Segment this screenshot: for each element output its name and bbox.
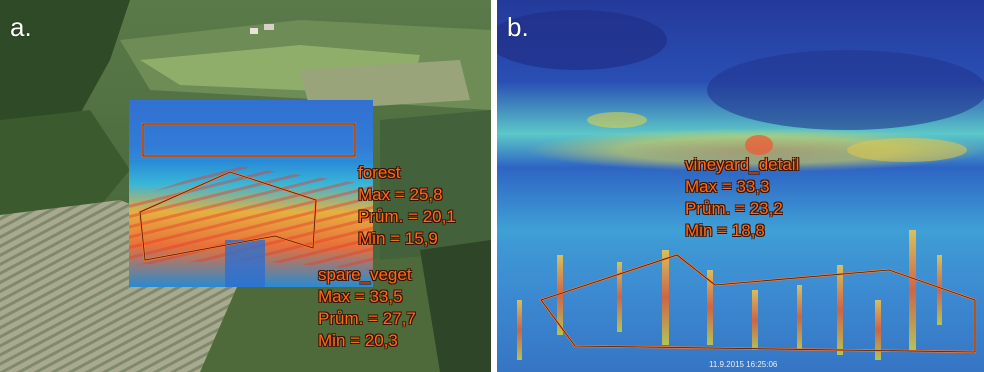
panel-b-scene [497,0,984,372]
spare-veget-annotation: spare_veget Max = 33,5 Prům. = 27,7 Min … [318,264,416,352]
forest-max: Max = 25,8 [358,185,443,204]
panel-b-label: b. [507,12,529,42]
spare-veget-name: spare_veget [318,265,412,284]
panel-a-label: a. [10,12,32,42]
vineyard-detail-annotation: vineyard_detail Max = 33,3 Prům. = 23,2 … [685,154,799,242]
vineyard-detail-mean: Prům. = 23,2 [685,199,783,218]
spare-veget-min: Min = 20,3 [318,331,398,350]
spare-veget-max: Max = 33,5 [318,287,403,306]
forest-name: forest [358,163,401,182]
forest-mean: Prům. = 20,1 [358,207,456,226]
vineyard-detail-name: vineyard_detail [685,155,800,174]
vineyard-detail-min: Min = 18,8 [685,221,765,240]
capture-timestamp: 11.9.2015 16:25:06 [709,360,778,369]
panel-a-scene [0,0,491,372]
panel-a-aerial-photo: a. forest Max = 25,8 Prům. = 20,1 Min = … [0,0,491,372]
spare-veget-mean: Prům. = 27,7 [318,309,416,328]
forest-min: Min = 15,9 [358,229,438,248]
forest-annotation: forest Max = 25,8 Prům. = 20,1 Min = 15,… [358,162,456,250]
panel-b-thermal-image: b. vineyard_detail Max = 33,3 Prům. = 23… [497,0,984,372]
vineyard-detail-max: Max = 33,3 [685,177,770,196]
